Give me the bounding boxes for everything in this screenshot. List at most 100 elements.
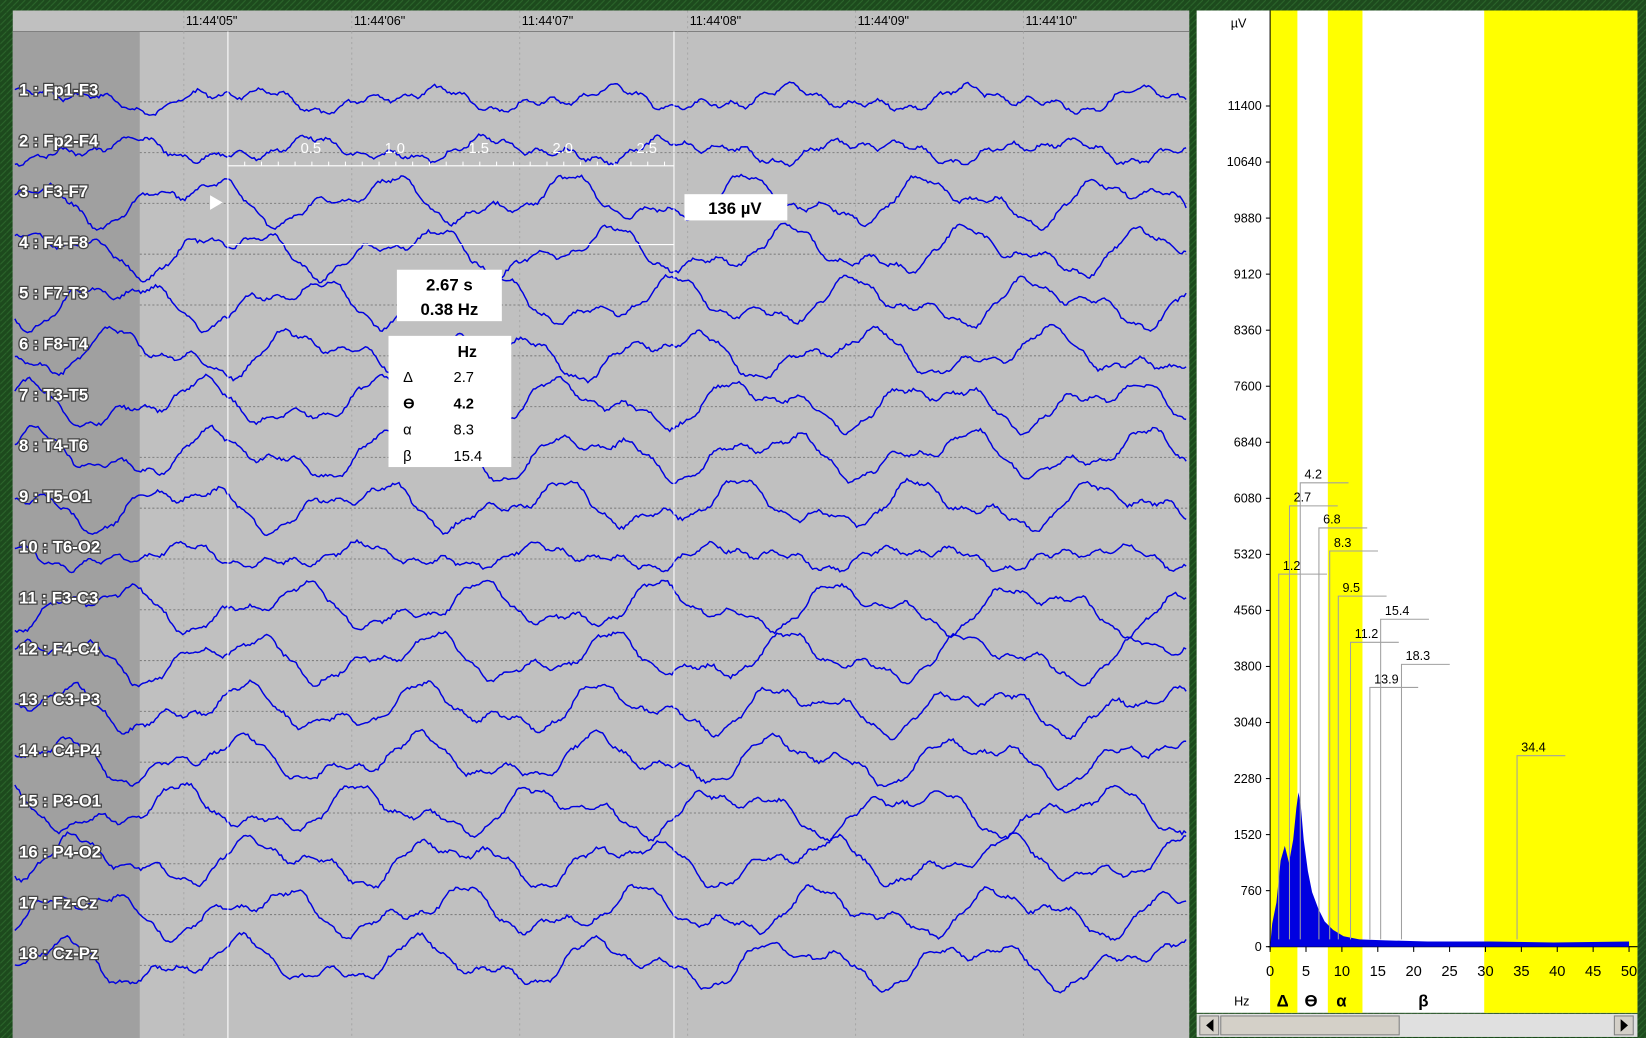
y-unit: µV <box>1231 16 1247 30</box>
band-symbol: α <box>403 423 412 439</box>
band-table <box>388 335 512 468</box>
channel-label: 4 : F4-F8 <box>19 233 88 252</box>
eeg-trace <box>14 579 1187 639</box>
y-tick-label: 7600 <box>1234 379 1262 393</box>
x-tick-label: 35 <box>1513 964 1529 980</box>
band-symbol: β <box>403 449 411 465</box>
y-tick-label: 4560 <box>1234 604 1262 618</box>
peak-label: 8.3 <box>1334 536 1352 550</box>
band-frequency: 15.4 <box>454 449 483 465</box>
x-unit: Hz <box>1234 994 1249 1008</box>
peak-marker <box>1516 755 1566 940</box>
scroll-thumb[interactable] <box>1220 1015 1400 1036</box>
peak-label: 1.2 <box>1283 559 1301 573</box>
eeg-trace <box>14 373 1187 436</box>
band-label: ϴ <box>1305 992 1318 1011</box>
ruler-label: 2.0 <box>553 141 573 157</box>
x-tick-label: 40 <box>1549 964 1565 980</box>
peak-marker <box>1349 641 1399 940</box>
x-tick-label: 10 <box>1334 964 1350 980</box>
eeg-trace <box>14 477 1187 537</box>
time-label: 11:44'05" <box>186 14 237 28</box>
channel-label: 7 : T3-T5 <box>19 385 88 404</box>
band-symbol: Δ <box>403 370 413 386</box>
channel-label: 9 : T5-O1 <box>19 487 91 506</box>
channel-label: 1 : Fp1-F3 <box>19 81 98 100</box>
ruler-label: 2.5 <box>636 141 656 157</box>
peak-marker <box>1400 663 1450 940</box>
channel-label: 18 : Cz-Pz <box>19 944 98 963</box>
peak-marker <box>1329 550 1378 940</box>
channel-label: 10 : T6-O2 <box>19 538 100 557</box>
x-tick-label: 50 <box>1621 964 1637 980</box>
channel-label: 6 : F8-T4 <box>19 334 89 353</box>
channel-label: 3 : F3-F7 <box>19 182 88 201</box>
amplitude-box <box>684 194 788 221</box>
peak-label: 18.3 <box>1406 649 1430 663</box>
eeg-trace <box>14 81 1187 116</box>
peak-label: 6.8 <box>1323 513 1341 527</box>
eeg-traces: 11:44'05" 11:44'06" 11:44'07" 11:44'08" 11:4… <box>14 10 1190 1038</box>
peak-label: 4.2 <box>1304 468 1322 482</box>
y-tick-label: 9120 <box>1234 267 1262 281</box>
eeg-trace <box>14 323 1187 384</box>
band-frequency: 8.3 <box>454 423 474 439</box>
peak-marker <box>1288 505 1338 940</box>
eeg-trace <box>14 222 1187 284</box>
channel-label: 2 : Fp2-F4 <box>19 131 99 150</box>
y-tick-label: 0 <box>1255 940 1262 954</box>
eeg-trace <box>14 931 1187 994</box>
y-tick-label: 9880 <box>1234 211 1262 225</box>
y-tick-label: 5320 <box>1234 548 1262 562</box>
peak-label: 15.4 <box>1385 604 1409 618</box>
ruler-label: 1.5 <box>469 141 489 157</box>
y-tick-label: 6840 <box>1234 435 1262 449</box>
peak-marker <box>1337 595 1387 940</box>
peak-label: 9.5 <box>1343 581 1361 595</box>
ruler-label: 0.5 <box>301 141 321 157</box>
spectrum-area <box>1270 792 1630 947</box>
x-tick-label: 30 <box>1477 964 1493 980</box>
eeg-trace <box>14 630 1187 688</box>
amplitude: 136 µV <box>708 199 762 218</box>
peak-label: 13.9 <box>1374 672 1398 686</box>
y-tick-label: 10640 <box>1227 155 1262 169</box>
eeg-trace <box>14 424 1187 485</box>
peak-marker <box>1318 527 1368 940</box>
eeg-trace <box>14 133 1187 168</box>
channel-label: 15 : P3-O1 <box>19 792 101 811</box>
channel-label: 8 : T4-T6 <box>19 436 88 455</box>
x-tick-label: 20 <box>1406 964 1422 980</box>
eeg-trace <box>14 781 1187 842</box>
time-label: 11:44'06" <box>354 14 405 28</box>
x-tick-label: 5 <box>1302 964 1310 980</box>
channel-label: 11 : F3-C3 <box>19 588 98 607</box>
channel-label: 5 : F7-T3 <box>19 284 88 303</box>
time-label: 11:44'10" <box>1026 14 1077 28</box>
eeg-trace <box>14 883 1187 943</box>
marker <box>210 195 223 210</box>
y-tick-label: 8360 <box>1234 323 1262 337</box>
peak-label: 34.4 <box>1521 740 1545 754</box>
y-tick-label: 1520 <box>1234 828 1262 842</box>
channel-label: 14 : C4-P4 <box>19 741 101 760</box>
band-symbol: ϴ <box>403 396 414 412</box>
band-table-header: Hz <box>458 344 477 361</box>
peak-marker <box>1278 573 1328 940</box>
x-tick-label: 45 <box>1585 964 1601 980</box>
band-frequency: 2.7 <box>454 370 474 386</box>
ruler-label: 1.0 <box>385 141 405 157</box>
band-alpha <box>1327 10 1363 1013</box>
eeg-trace <box>14 728 1187 791</box>
band-label: Δ <box>1277 992 1289 1011</box>
time-label: 11:44'09" <box>858 14 909 28</box>
y-tick-label: 11400 <box>1228 99 1262 113</box>
arrow <box>1206 1019 1214 1032</box>
band-frequency: 4.2 <box>454 396 474 412</box>
arrow <box>1620 1019 1629 1032</box>
eeg-trace <box>14 173 1187 232</box>
peak-marker <box>1369 686 1419 940</box>
peak-label: 2.7 <box>1294 491 1312 505</box>
channel-label: 17 : Fz-Cz <box>19 893 97 912</box>
